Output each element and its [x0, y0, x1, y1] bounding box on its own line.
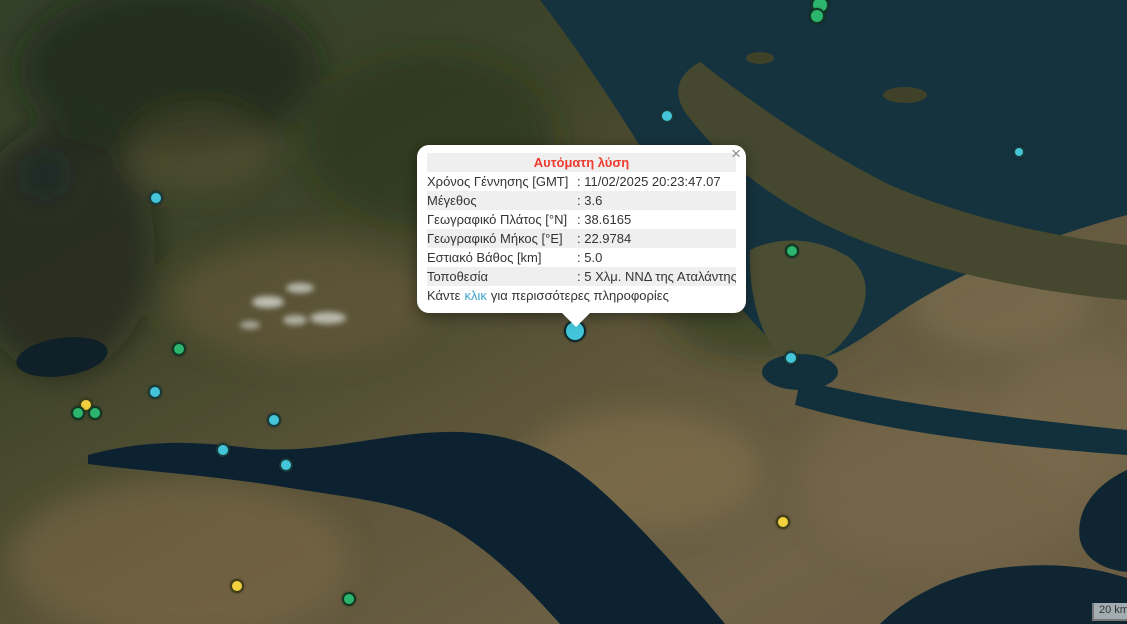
- earthquake-marker[interactable]: [230, 579, 244, 593]
- popup-row-label: Εστιακό Βάθος [km]: [427, 250, 542, 265]
- popup-row-value: : 5.0: [577, 250, 603, 265]
- earthquake-marker[interactable]: [88, 406, 102, 420]
- map-scale-control: 20 km: [1092, 603, 1127, 621]
- popup-tail: [562, 313, 590, 327]
- popup-row-label: Μέγεθος: [427, 193, 477, 208]
- earthquake-marker[interactable]: [149, 191, 163, 205]
- popup-row: Μέγεθος : 3.6: [427, 191, 736, 210]
- popup-more-link[interactable]: κλικ: [464, 288, 487, 303]
- popup-row-value: : 5 Χλμ. ΝΝΔ της Αταλάντης: [577, 269, 736, 284]
- popup-row: Γεωγραφικό Πλάτος [°N] : 38.6165: [427, 210, 736, 229]
- popup-row: Χρόνος Γέννησης [GMT] : 11/02/2025 20:23:…: [427, 172, 736, 191]
- earthquake-marker[interactable]: [267, 413, 281, 427]
- earthquake-marker[interactable]: [776, 515, 790, 529]
- popup-row-label: Γεωγραφικό Μήκος [°E]: [427, 231, 563, 246]
- popup-row-value: : 11/02/2025 20:23:47.07: [577, 174, 721, 189]
- earthquake-marker[interactable]: [279, 458, 293, 472]
- popup-footer-suffix: για περισσότερες πληροφορίες: [490, 288, 669, 303]
- popup-row: Γεωγραφικό Μήκος [°E] : 22.9784: [427, 229, 736, 248]
- earthquake-marker[interactable]: [809, 8, 825, 24]
- earthquake-marker[interactable]: [1013, 146, 1025, 158]
- popup-footer: Κάντε κλικ για περισσότερες πληροφορίες: [427, 286, 736, 305]
- popup-row-label: Τοποθεσία: [427, 269, 489, 284]
- earthquake-marker[interactable]: [172, 342, 186, 356]
- popup-table: Αυτόματη λύση Χρόνος Γέννησης [GMT] : 11/…: [427, 153, 736, 286]
- popup-row-value: : 38.6165: [577, 212, 632, 227]
- earthquake-marker[interactable]: [660, 109, 674, 123]
- earthquake-marker[interactable]: [148, 385, 162, 399]
- popup-row-label: Γεωγραφικό Πλάτος [°N]: [427, 212, 568, 227]
- popup-title: Αυτόματη λύση: [427, 153, 736, 172]
- popup-row-value: : 3.6: [577, 193, 603, 208]
- popup-row: Εστιακό Βάθος [km] : 5.0: [427, 248, 736, 267]
- earthquake-marker[interactable]: [785, 244, 799, 258]
- earthquake-marker[interactable]: [784, 351, 798, 365]
- popup-row-value: : 22.9784: [577, 231, 632, 246]
- earthquake-popup: × Αυτόματη λύση Χρόνος Γέννησης [GMT] : 1…: [417, 144, 746, 327]
- close-icon[interactable]: ×: [731, 144, 741, 163]
- popup-row: Τοποθεσία : 5 Χλμ. ΝΝΔ της Αταλάντης: [427, 267, 736, 286]
- earthquake-marker[interactable]: [71, 406, 85, 420]
- earthquake-marker[interactable]: [342, 592, 356, 606]
- popup-row-label: Χρόνος Γέννησης [GMT]: [427, 174, 569, 189]
- popup-footer-prefix: Κάντε: [427, 288, 461, 303]
- earthquake-marker[interactable]: [216, 443, 230, 457]
